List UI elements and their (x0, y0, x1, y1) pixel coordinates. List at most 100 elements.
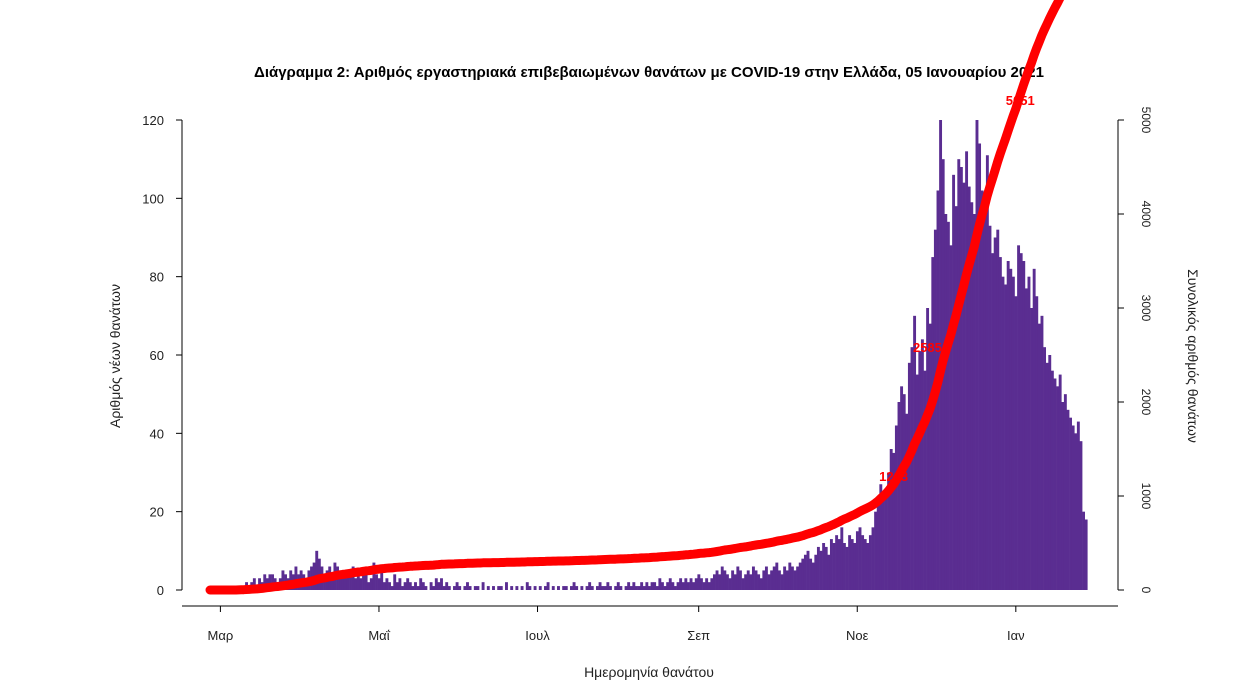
daily-deaths-bar (603, 586, 607, 590)
daily-deaths-bar (505, 582, 508, 590)
x-tick-label: Σεπ (687, 628, 710, 643)
daily-deaths-bar (341, 574, 345, 590)
daily-deaths-bar (887, 472, 891, 590)
daily-deaths-bar (707, 582, 711, 590)
daily-deaths-bar (1001, 276, 1005, 590)
daily-deaths-bar (894, 425, 898, 590)
daily-deaths-bar (375, 574, 378, 590)
daily-deaths-bar (590, 586, 594, 590)
daily-deaths-bar (1084, 519, 1088, 590)
daily-deaths-bar (736, 566, 740, 590)
daily-deaths-bar (980, 190, 984, 590)
daily-deaths-bar (824, 546, 828, 590)
daily-deaths-bar (671, 582, 675, 590)
x-ticks: Μαρ Μαΐ Ιουλ Σεπ Νοε Ιαν (208, 606, 1025, 643)
daily-deaths-bar (416, 586, 420, 590)
daily-deaths-bar (359, 578, 363, 590)
daily-deaths-bar (915, 374, 919, 590)
daily-deaths-bar (801, 558, 805, 590)
daily-deaths-bar (588, 582, 592, 590)
daily-deaths-bar (401, 586, 404, 590)
daily-deaths-bar (668, 578, 672, 590)
left-tick-label: 20 (150, 505, 164, 520)
daily-deaths-bar (837, 539, 841, 590)
daily-deaths-bar (694, 578, 698, 590)
daily-deaths-bar (497, 586, 501, 590)
daily-deaths-bar (699, 578, 703, 590)
daily-deaths-bar (814, 554, 818, 590)
daily-deaths-bar (473, 586, 477, 590)
daily-deaths-bar (1006, 261, 1010, 590)
x-tick-label: Μαΐ (368, 628, 390, 643)
daily-deaths-bar (346, 574, 350, 590)
daily-deaths-bar (829, 539, 833, 590)
daily-deaths-bar (835, 535, 839, 590)
daily-deaths-bar (369, 578, 373, 590)
cumulative-deaths-line (205, 0, 1065, 595)
daily-deaths-bar (390, 586, 394, 590)
daily-deaths-bar (356, 574, 360, 590)
daily-deaths-bar (570, 586, 573, 590)
daily-deaths-bar (790, 566, 794, 590)
daily-deaths-bar (715, 570, 719, 590)
daily-deaths-bar (525, 582, 529, 590)
left-tick-label: 0 (157, 583, 164, 598)
daily-deaths-bar (661, 582, 664, 590)
daily-deaths-bar (653, 582, 657, 590)
daily-deaths-bar (985, 155, 989, 590)
daily-deaths-bar (1056, 386, 1060, 590)
daily-deaths-bar (842, 543, 846, 590)
right-tick-label: 3000 (1139, 295, 1153, 322)
daily-deaths-bar (411, 586, 415, 590)
daily-deaths-bar (770, 570, 774, 590)
daily-deaths-bar (349, 570, 352, 590)
daily-deaths-bar (1024, 288, 1028, 590)
daily-deaths-bar (871, 527, 875, 590)
daily-deaths-bar (933, 229, 937, 591)
daily-deaths-bar (861, 535, 865, 590)
daily-deaths-bar (905, 413, 909, 590)
daily-deaths-bar (796, 566, 800, 590)
daily-deaths-bar (998, 257, 1002, 590)
daily-deaths-bar (746, 570, 750, 590)
daily-deaths-bar (440, 578, 443, 590)
daily-deaths-bar (988, 225, 992, 590)
daily-deaths-bar (764, 566, 768, 590)
daily-deaths-bar (884, 488, 888, 590)
daily-deaths-bar (902, 394, 906, 590)
daily-deaths-bar (803, 554, 807, 590)
daily-deaths-bar (879, 484, 883, 590)
daily-deaths-bar (564, 586, 568, 590)
daily-deaths-bar (785, 570, 789, 590)
daily-deaths-bar (575, 586, 579, 590)
cumulative-annotations: 1213 2585 5051 (879, 93, 1034, 484)
daily-deaths-bar (811, 562, 815, 590)
left-tick-label: 120 (142, 113, 164, 128)
daily-deaths-bar (372, 562, 376, 590)
daily-deaths-bar (923, 370, 927, 590)
daily-deaths-bar (437, 582, 441, 590)
right-tick-label: 4000 (1139, 201, 1153, 228)
x-tick-label: Νοε (846, 628, 869, 643)
daily-deaths-bar (271, 574, 274, 590)
daily-deaths-bar (398, 578, 402, 590)
daily-deaths-bar (596, 586, 599, 590)
daily-deaths-bar (850, 539, 854, 590)
daily-deaths-bar (731, 570, 735, 590)
daily-deaths-bar (538, 586, 542, 590)
daily-deaths-bar (754, 570, 758, 590)
daily-deaths-bar (640, 582, 644, 590)
daily-deaths-bar (382, 582, 386, 590)
daily-deaths-bar (453, 586, 456, 590)
daily-deaths-bar (447, 586, 451, 590)
daily-deaths-bar (1061, 402, 1065, 590)
cumulative-annotation: 5051 (1006, 93, 1035, 108)
daily-deaths-bar (546, 582, 550, 590)
daily-deaths-bar (692, 582, 696, 590)
daily-deaths-bar (978, 143, 982, 590)
daily-deaths-bar (897, 402, 901, 590)
daily-deaths-bar (562, 586, 566, 590)
daily-deaths-bar (759, 578, 763, 590)
right-y-ticks: 0 1000 2000 3000 4000 5000 (1118, 107, 1153, 594)
x-tick-label: Ιαν (1007, 628, 1025, 643)
